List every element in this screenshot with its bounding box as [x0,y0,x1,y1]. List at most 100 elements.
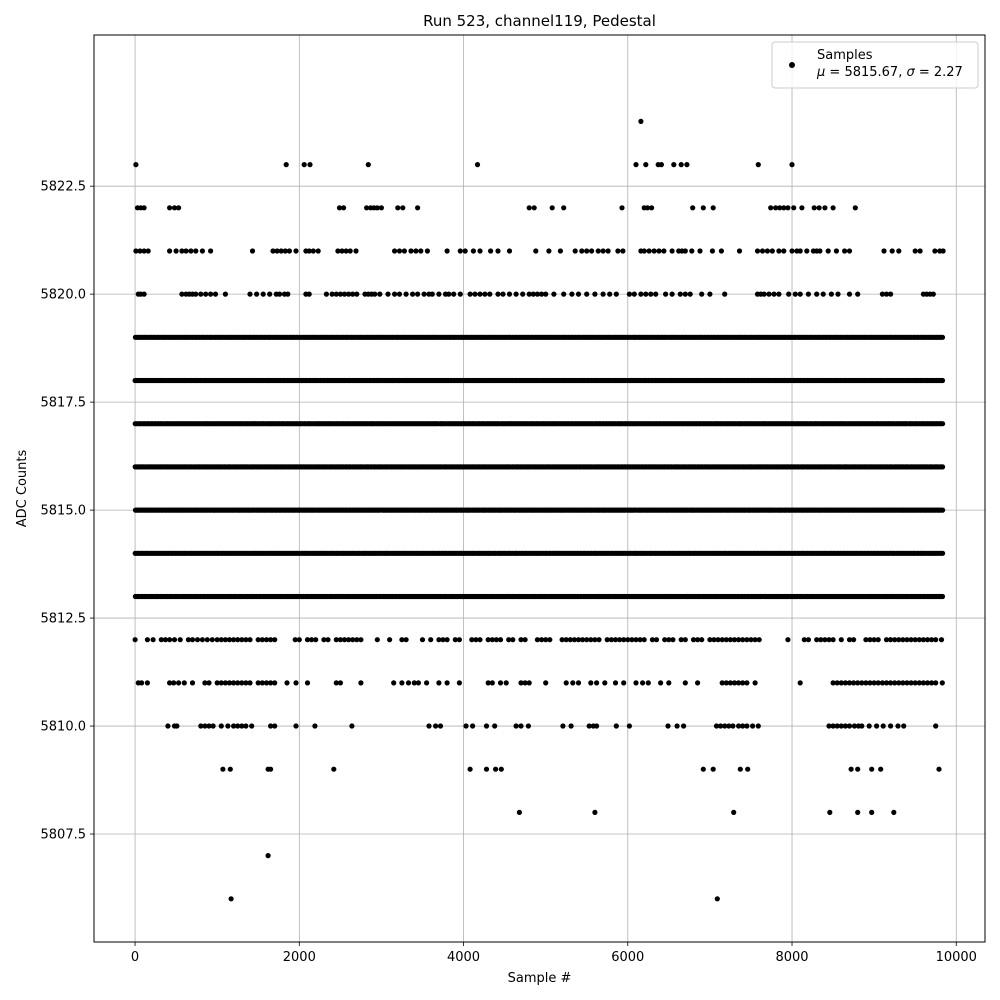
data-point [309,637,315,643]
data-point [859,723,865,729]
data-point [695,680,701,686]
data-point [193,291,199,297]
data-point [513,723,519,729]
data-point [539,291,545,297]
data-point [838,637,844,643]
data-point [333,680,339,686]
data-point [666,637,672,643]
data-point [150,637,156,643]
data-point [228,896,234,902]
data-point [259,637,265,643]
data-point [736,248,743,254]
data-point [546,248,552,254]
data-point [678,162,684,168]
data-point [396,248,403,254]
legend-stats: μ = 5815.67, σ = 2.27 [816,65,963,80]
data-point [771,291,777,297]
data-point [337,637,343,643]
data-point [727,637,734,643]
data-point [467,766,473,772]
data-point [828,291,835,297]
data-point [789,248,795,254]
data-point [690,637,697,643]
y-tick-label: 5820.0 [41,288,87,303]
data-point [811,205,817,211]
legend-mu-value: = 5815.67, [825,65,906,80]
data-point [838,723,844,729]
data-point [477,637,483,643]
data-point [594,723,600,729]
data-point [826,723,832,729]
data-point [756,637,762,643]
data-point [411,680,417,686]
data-point [239,723,245,729]
data-point [391,680,397,686]
data-point [492,723,498,729]
data-point [933,680,939,686]
data-point [533,248,539,254]
data-point [306,248,312,254]
data-point [776,291,782,297]
data-point [658,162,665,168]
data-point [851,637,857,643]
data-point [718,723,724,729]
data-point [346,291,352,297]
data-point [436,291,442,297]
data-point [399,680,405,686]
data-point [719,637,725,643]
data-point [891,809,897,816]
data-point [752,637,758,643]
data-point [572,248,578,254]
data-point [640,680,646,686]
data-point [814,291,820,297]
data-point [477,248,483,254]
data-point [272,680,278,686]
data-point [908,680,914,686]
data-point [489,637,495,643]
data-point [697,248,703,254]
data-point [506,637,512,643]
data-point [633,680,639,686]
data-point [888,680,894,686]
data-point [888,723,894,729]
data-point [158,637,164,643]
data-point [826,637,832,643]
data-point [755,162,761,168]
data-point [661,248,667,254]
data-point [208,248,214,254]
data-point [825,248,831,254]
data-point [580,637,586,643]
data-point [689,248,695,254]
data-point [617,637,623,643]
data-point [489,680,495,686]
data-point [549,205,555,211]
data-point [144,680,150,686]
data-point [731,637,738,643]
data-point [518,637,524,643]
x-tick-label: 8000 [775,950,808,965]
data-point [493,766,499,772]
data-point [176,680,182,686]
data-point [669,291,675,297]
data-point [723,680,729,686]
data-point [171,680,177,686]
data-point [764,248,771,254]
data-point [255,680,261,686]
data-point [436,680,442,686]
data-point [879,680,886,686]
data-point [315,248,321,254]
data-point [421,291,427,297]
data-point [830,637,836,643]
data-point [293,680,299,686]
data-point [497,680,504,686]
data-point [835,291,841,297]
data-point [145,248,151,254]
data-point [797,248,803,254]
data-point [711,637,717,643]
data-point [838,680,844,686]
data-point [437,723,444,729]
data-point [202,680,208,686]
y-tick-label: 5810.0 [41,720,87,735]
data-point [833,248,840,254]
